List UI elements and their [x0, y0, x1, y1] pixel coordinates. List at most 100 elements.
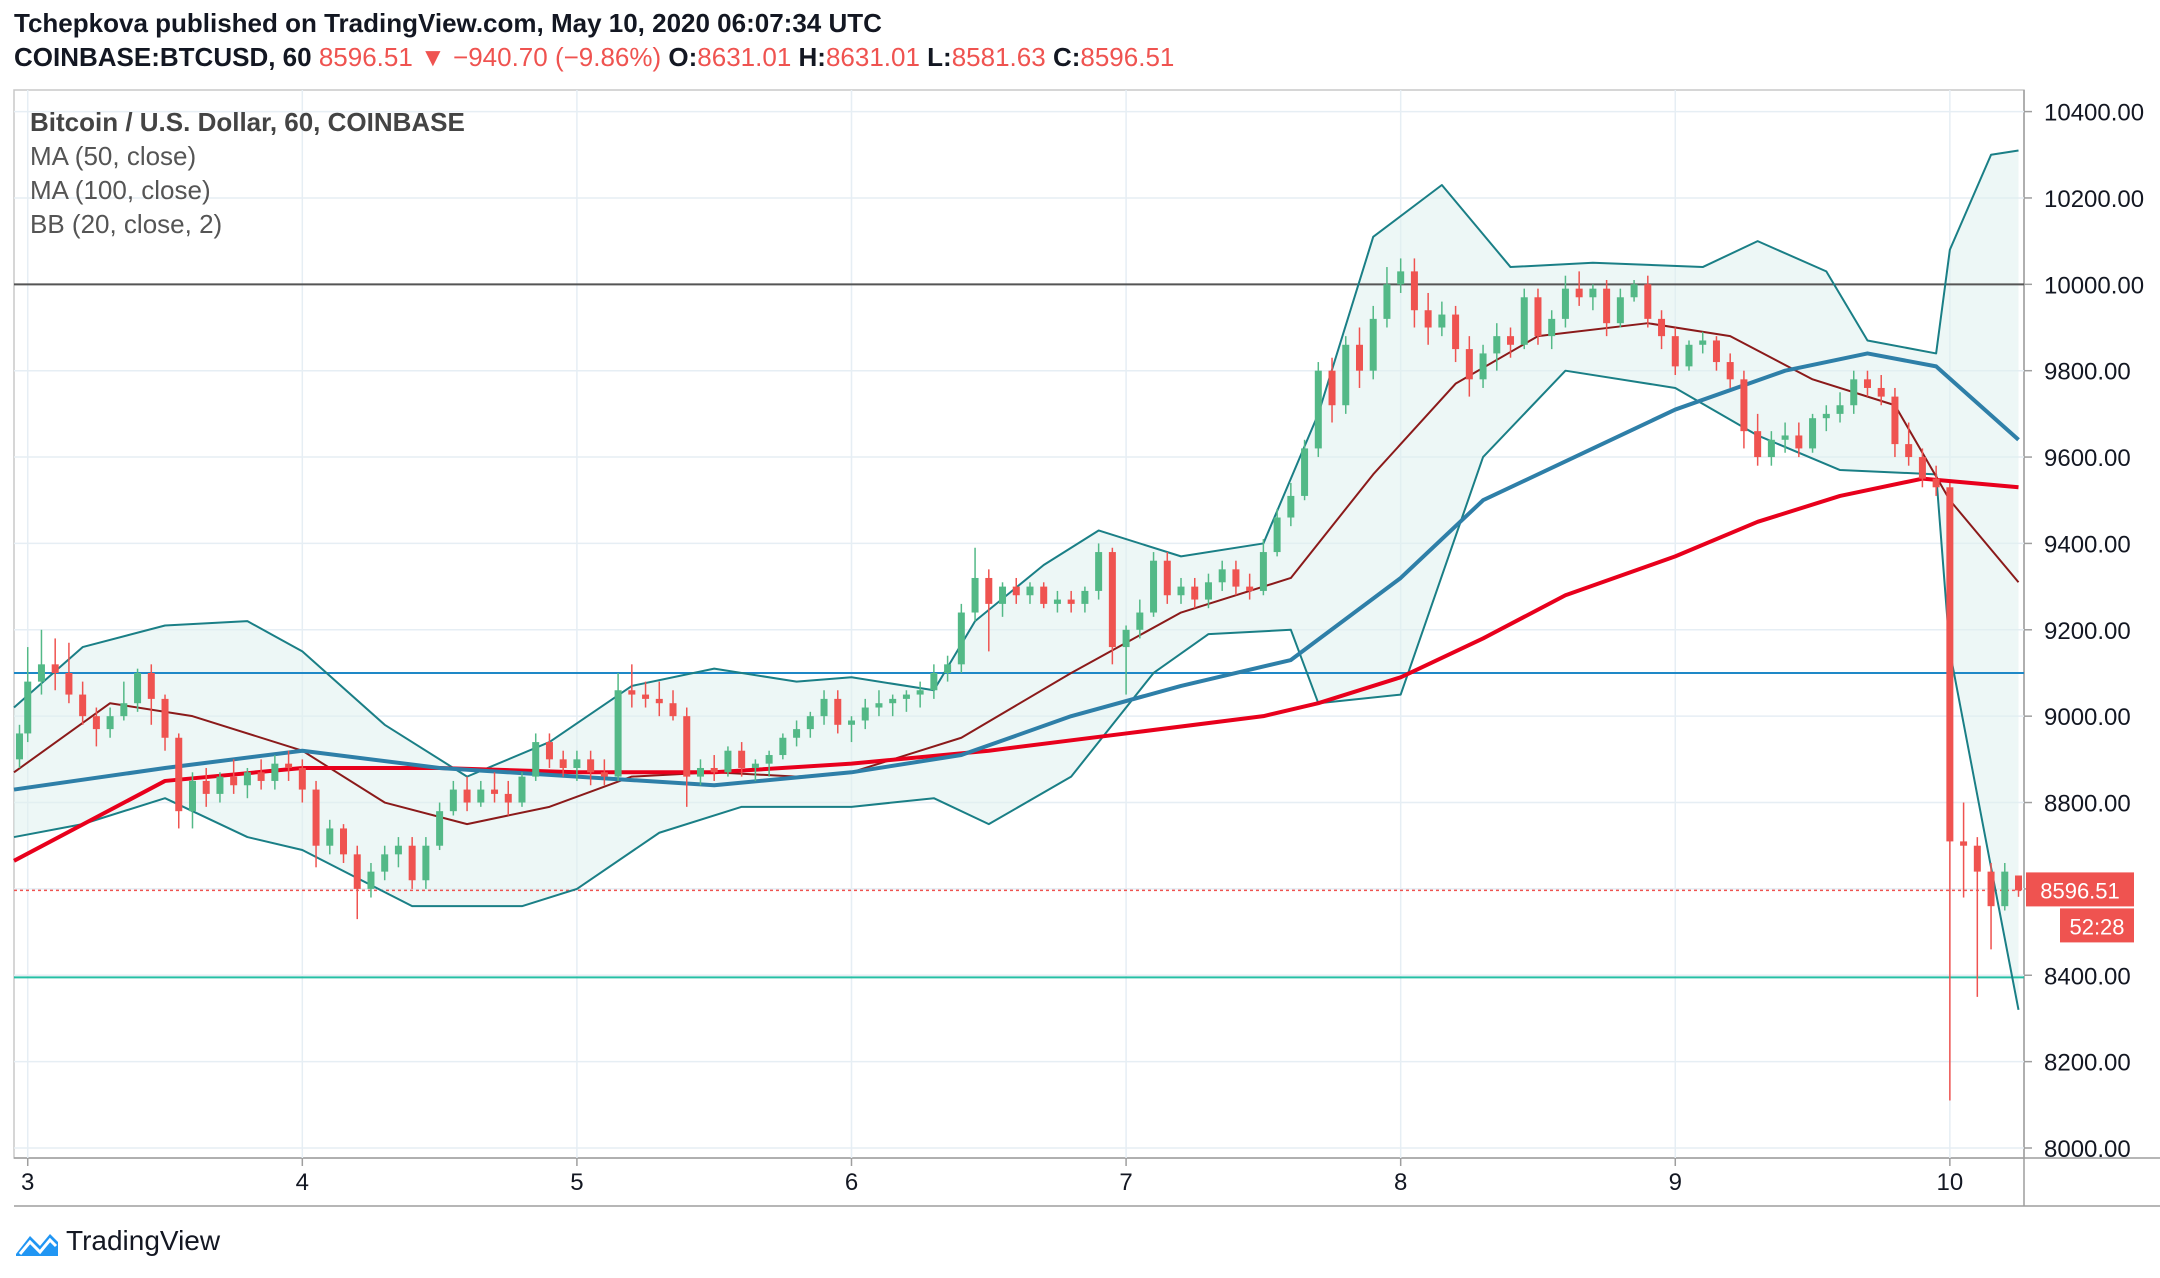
y-tick-label: 9200.00 — [2044, 618, 2131, 645]
candle-body — [1342, 344, 1350, 406]
candle-body — [587, 759, 595, 773]
candle — [1163, 552, 1171, 604]
candle-body — [861, 707, 869, 721]
candle-body — [1067, 599, 1075, 604]
candle — [15, 724, 23, 768]
candle-body — [1204, 582, 1212, 600]
candle — [326, 819, 334, 855]
candle-body — [1987, 871, 1995, 907]
candle-body — [271, 763, 279, 781]
candle-body — [463, 789, 471, 803]
candle — [916, 681, 924, 708]
candle-body — [1932, 478, 1940, 488]
candle-body — [834, 698, 842, 725]
candle-body — [1671, 336, 1679, 367]
candle — [1452, 305, 1460, 363]
candle — [257, 759, 265, 790]
candle-body — [628, 690, 636, 695]
candle — [394, 837, 402, 868]
candle-body — [353, 854, 361, 889]
candle — [463, 776, 471, 812]
candle-body — [683, 716, 691, 777]
candle-body — [1644, 284, 1652, 319]
candle — [216, 772, 224, 803]
candle — [1644, 275, 1652, 328]
candle-body — [696, 767, 704, 777]
candle — [1479, 344, 1487, 388]
high-value: 8631.01 — [825, 42, 920, 72]
bb-upper-line — [13, 149, 2019, 778]
candle-body — [120, 703, 128, 717]
candle-body — [738, 750, 746, 768]
candle — [1328, 357, 1336, 423]
candle — [1108, 547, 1116, 665]
candle — [1699, 331, 1707, 354]
candle — [889, 694, 897, 717]
candle-body — [1163, 560, 1171, 596]
candle-body — [1589, 288, 1597, 298]
candle — [1246, 573, 1254, 600]
candle-body — [243, 772, 251, 786]
candle-body — [37, 664, 45, 682]
candle-body — [751, 763, 759, 768]
x-tick-label: 5 — [570, 1169, 583, 1196]
candle — [106, 707, 114, 738]
candle-body — [985, 577, 993, 604]
candle-body — [436, 811, 444, 846]
candle — [1561, 275, 1569, 328]
candle — [51, 638, 59, 691]
low-label: L: — [927, 42, 952, 72]
candle — [1232, 560, 1240, 596]
candle — [202, 767, 210, 807]
candle-body — [916, 690, 924, 695]
candle-body — [230, 776, 238, 786]
candle — [298, 759, 306, 803]
open-value: 8631.01 — [697, 42, 792, 72]
candle-body — [504, 793, 512, 803]
candle-body — [545, 742, 553, 760]
candle-body — [147, 672, 155, 699]
candle-body — [1232, 569, 1240, 587]
candle-body — [944, 664, 952, 673]
countdown-badge-text: 52:28 — [2069, 914, 2124, 939]
candle-body — [999, 586, 1007, 604]
candle — [1191, 577, 1199, 609]
low-value: 8581.63 — [951, 42, 1046, 72]
candle-body — [1534, 297, 1542, 337]
candle-body — [65, 672, 73, 695]
candle — [1822, 405, 1830, 432]
candle-body — [202, 780, 210, 794]
candle-body — [1122, 629, 1130, 648]
candle — [600, 759, 608, 786]
candle — [875, 690, 883, 717]
legend-ma50: MA (50, close) — [30, 141, 197, 171]
candle — [1671, 327, 1679, 376]
candle — [1012, 577, 1020, 604]
candle-body — [1369, 318, 1377, 371]
candle — [353, 845, 361, 920]
candle — [1877, 375, 1885, 406]
candle-body — [1177, 586, 1185, 596]
y-tick-label: 8800.00 — [2044, 791, 2131, 818]
candle-body — [1259, 552, 1267, 591]
candle — [381, 845, 389, 881]
candle — [1863, 370, 1871, 397]
candle-body — [889, 698, 897, 704]
candle — [1410, 258, 1418, 328]
candle-body — [1273, 517, 1281, 553]
candle — [504, 780, 512, 816]
candle-body — [848, 720, 855, 725]
candle-body — [1891, 396, 1899, 445]
candle — [65, 642, 73, 704]
open-label: O: — [668, 42, 698, 72]
candle — [1767, 431, 1775, 466]
candle-body — [1699, 340, 1707, 345]
footer-brand[interactable]: TradingView — [14, 1225, 220, 1258]
candle — [793, 720, 801, 747]
x-tick-label: 3 — [21, 1169, 34, 1196]
ma50-line — [13, 351, 2020, 792]
candle-body — [1630, 284, 1638, 298]
candle-body — [1150, 560, 1158, 613]
candle — [1603, 280, 1611, 337]
